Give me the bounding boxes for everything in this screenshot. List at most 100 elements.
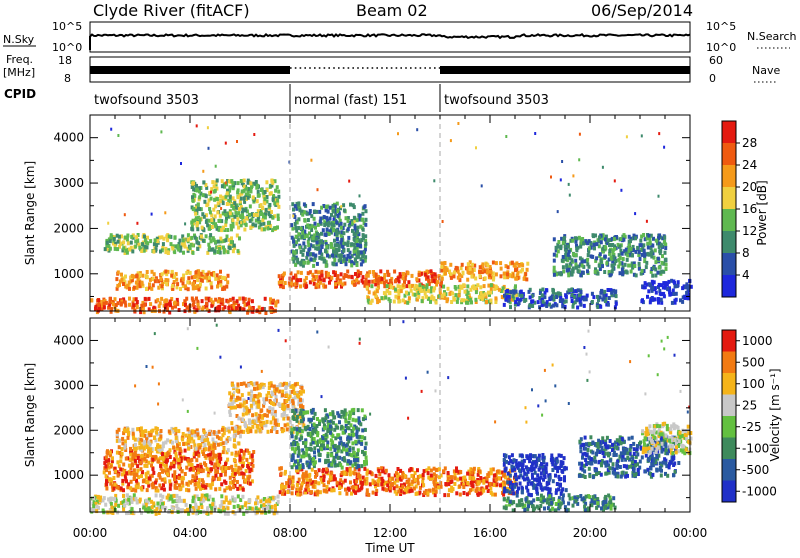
- scatter-cell: [252, 464, 255, 468]
- scatter-cell: [139, 461, 142, 465]
- scatter-cell: [256, 495, 259, 499]
- scatter-cell: [607, 303, 610, 307]
- scatter-cell: [416, 468, 419, 472]
- scatter-cell: [331, 262, 334, 266]
- colorbar-swatch: [722, 121, 736, 144]
- scatter-cell: [140, 486, 143, 490]
- scatter-cell: [388, 473, 391, 477]
- scatter-cell: [92, 496, 95, 500]
- scatter-cell: [608, 296, 611, 300]
- scatter-cell: [490, 283, 493, 287]
- scatter-cell: [299, 404, 302, 408]
- scatter-cell: [441, 261, 444, 265]
- scatter-cell: [114, 470, 117, 474]
- scatter-cell: [484, 276, 487, 280]
- scatter-cell: [626, 271, 629, 275]
- scatter-cell: [615, 294, 618, 298]
- scatter-cell: [443, 493, 446, 497]
- scatter-cell: [268, 382, 271, 386]
- scatter-cell: [225, 238, 228, 242]
- scatter-cell: [300, 250, 303, 254]
- scatter-cell: [345, 216, 348, 220]
- scatter-cell: [374, 282, 377, 286]
- scatter-cell: [159, 250, 162, 254]
- scatter-cell: [261, 307, 264, 311]
- nave-tick-top: 60: [709, 54, 723, 67]
- scatter-cell: [137, 485, 140, 489]
- scatter-cell: [312, 252, 315, 256]
- scatter-cell: [603, 296, 606, 300]
- scatter-cell: [174, 235, 177, 239]
- scatter-cell: [187, 238, 190, 242]
- scatter-cell: [490, 299, 493, 303]
- scatter-cell: [127, 436, 130, 440]
- scatter-cell: [118, 445, 121, 449]
- scatter-cell: [665, 263, 668, 267]
- scatter-cell: [499, 261, 502, 265]
- scatter-cell: [264, 311, 267, 315]
- scatter-cell: [268, 203, 271, 207]
- scatter-cell: [432, 488, 435, 492]
- scatter-cell: [658, 132, 660, 135]
- scatter-cell: [332, 210, 335, 214]
- scatter-cell: [270, 210, 273, 214]
- scatter-cell: [576, 306, 579, 310]
- scatter-cell: [444, 482, 447, 486]
- scatter-cell: [210, 239, 213, 243]
- scatter-cell: [524, 272, 527, 276]
- scatter-cell: [259, 428, 262, 432]
- scatter-cell: [196, 188, 199, 192]
- scatter-cell: [110, 307, 113, 311]
- scatter-cell: [196, 124, 198, 127]
- scatter-cell: [291, 491, 294, 495]
- scatter-cell: [357, 250, 360, 254]
- scatter-cell: [129, 472, 132, 476]
- scatter-cell: [657, 297, 660, 301]
- scatter-cell: [422, 483, 425, 487]
- scatter-cell: [466, 492, 469, 496]
- scatter-cell: [492, 278, 495, 282]
- scatter-cell: [402, 298, 405, 302]
- scatter-cell: [195, 458, 198, 462]
- scatter-cell: [594, 234, 597, 238]
- scatter-cell: [218, 477, 221, 481]
- scatter-cell: [207, 126, 209, 129]
- scatter-cell: [402, 272, 405, 276]
- scatter-cell: [175, 436, 178, 440]
- scatter-cell: [430, 469, 433, 473]
- scatter-cell: [266, 506, 269, 510]
- scatter-cell: [684, 285, 687, 289]
- scatter-cell: [326, 228, 329, 232]
- scatter-cell: [495, 272, 498, 276]
- scatter-cell: [317, 270, 320, 274]
- scatter-cell: [672, 292, 675, 296]
- scatter-cell: [583, 259, 586, 263]
- power-colorbar-label: Power [dB]: [755, 180, 769, 245]
- scatter-cell: [176, 444, 179, 448]
- scatter-cell: [124, 236, 127, 240]
- scatter-cell: [225, 213, 228, 217]
- scatter-cell: [238, 207, 241, 211]
- scatter-cell: [274, 504, 277, 508]
- scatter-cell: [122, 282, 125, 286]
- scatter-cell: [494, 296, 497, 300]
- scatter-cell: [438, 467, 441, 471]
- scatter-cell: [245, 405, 248, 409]
- scatter-cell: [356, 263, 359, 267]
- scatter-cell: [224, 473, 227, 477]
- scatter-cell: [152, 283, 155, 287]
- scatter-cell: [234, 472, 237, 476]
- scatter-cell: [478, 295, 481, 299]
- colorbar-swatch: [722, 231, 736, 254]
- scatter-cell: [297, 232, 300, 236]
- scatter-cell: [389, 279, 392, 283]
- scatter-cell: [361, 254, 364, 258]
- scatter-cell: [209, 233, 212, 237]
- scatter-cell: [345, 492, 348, 496]
- scatter-cell: [185, 482, 188, 486]
- scatter-cell: [406, 284, 409, 288]
- scatter-cell: [274, 419, 277, 423]
- scatter-cell: [321, 274, 324, 278]
- scatter-cell: [145, 287, 148, 291]
- scatter-cell: [526, 268, 529, 272]
